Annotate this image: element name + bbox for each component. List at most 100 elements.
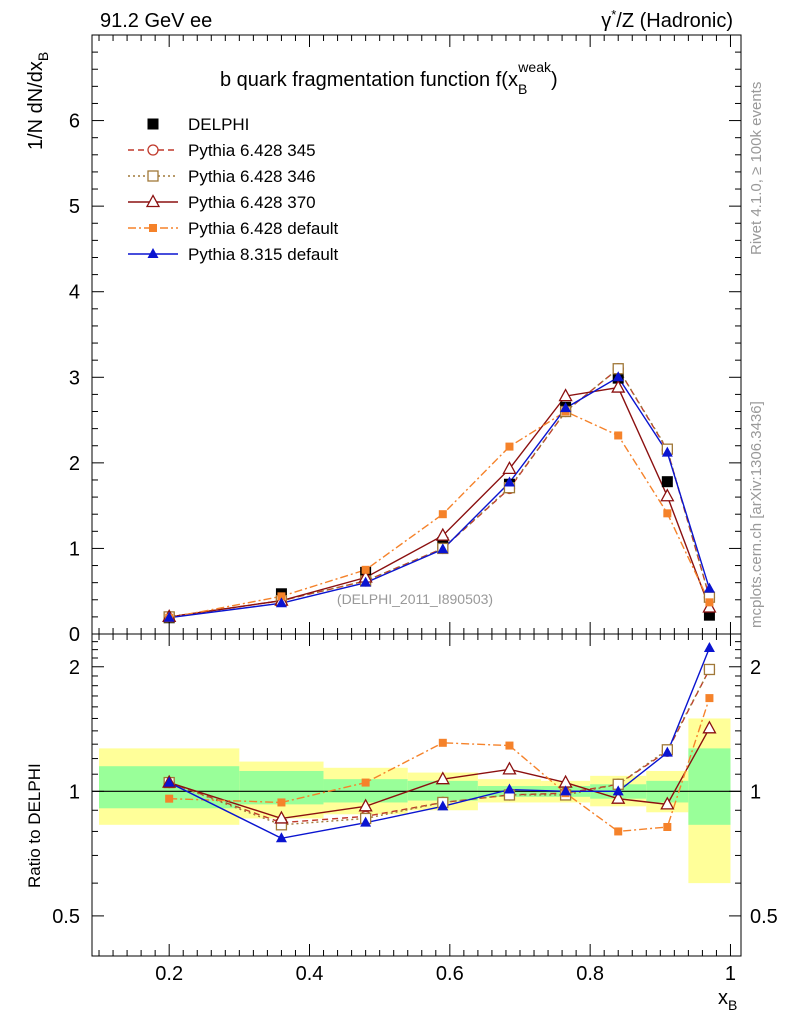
x-tick-label: 0.2 xyxy=(155,963,183,985)
legend-label: Pythia 6.428 346 xyxy=(188,167,316,186)
legend-label: Pythia 6.428 370 xyxy=(188,193,316,212)
series-point xyxy=(703,582,715,593)
header-process: γ*/Z (Hadronic) xyxy=(601,7,733,32)
series-point xyxy=(275,597,287,608)
ratio-panel xyxy=(92,642,741,884)
y-axis-label: 1/N dN/dxB xyxy=(25,52,51,150)
ratio-point xyxy=(360,816,372,827)
series-line xyxy=(169,410,711,619)
series-line xyxy=(169,367,711,618)
ratio-point xyxy=(503,783,515,794)
ratio-point xyxy=(163,776,175,787)
legend-label: Pythia 6.428 default xyxy=(188,219,339,238)
ratio-point xyxy=(614,827,623,836)
series-point xyxy=(163,611,175,622)
ratio-point xyxy=(611,790,626,804)
series-line xyxy=(169,367,711,618)
series-point xyxy=(663,509,672,518)
header-energy: 91.2 GeV ee xyxy=(100,10,212,32)
ratio-point xyxy=(165,794,174,803)
y-tick-label: 3 xyxy=(69,367,80,389)
ratio-point xyxy=(560,785,572,796)
y-tick-label: 0 xyxy=(69,624,80,646)
ratio-point xyxy=(438,738,447,747)
y-axis-label-main: 1/N dN/dx xyxy=(25,61,47,150)
x-tick-label: 0.6 xyxy=(436,963,464,985)
series-point xyxy=(360,576,372,587)
x-tick-label: 0.8 xyxy=(576,963,604,985)
y-tick-label: 6 xyxy=(69,111,80,133)
series-point xyxy=(502,460,517,474)
series-point xyxy=(438,510,447,519)
analysis-watermark: (DELPHI_2011_I890503) xyxy=(337,591,493,607)
ratio-point xyxy=(703,663,716,676)
legend: DELPHI Pythia 6.428 345 Pythia 6.428 346 Py… xyxy=(128,115,339,264)
header-process-rest: /Z (Hadronic) xyxy=(616,10,733,32)
ratio-point xyxy=(437,800,449,811)
legend-marker xyxy=(145,194,161,208)
series-point xyxy=(660,488,675,502)
ratio-y-tick-label-right: 0.5 xyxy=(750,906,778,928)
ratio-point xyxy=(612,785,624,796)
series-point xyxy=(614,431,623,440)
legend-label: Pythia 6.428 345 xyxy=(188,141,316,160)
y-tick-label: 2 xyxy=(69,453,80,475)
y-ticks: 0 1 2 3 4 5 6 xyxy=(69,51,741,646)
x-axis-label-sub: B xyxy=(728,997,737,1013)
rivet-version-label: Rivet 4.1.0, ≥ 100k events xyxy=(748,82,765,255)
data-point xyxy=(661,476,673,488)
mcplots-site-label: mcplots.cern.ch [arXiv:1306.3436] xyxy=(748,401,765,628)
ratio-band-inner xyxy=(688,748,731,825)
ratio-y-tick-label-right: 1 xyxy=(750,781,761,803)
series-point xyxy=(437,543,449,554)
series-point xyxy=(505,442,514,451)
legend-label: Pythia 8.315 default xyxy=(188,245,339,264)
ratio-point xyxy=(274,810,289,824)
y-axis-label-sub: B xyxy=(35,52,51,61)
x-tick-label: 1 xyxy=(725,963,736,985)
data-point xyxy=(703,609,715,621)
series-point xyxy=(612,371,624,382)
series-point xyxy=(702,599,717,613)
legend-marker xyxy=(147,118,159,130)
legend-marker xyxy=(149,224,157,232)
legend-marker xyxy=(147,144,159,156)
ratio-point xyxy=(435,771,450,785)
ratio-frame xyxy=(91,633,742,957)
x-axis-label-main: x xyxy=(718,987,728,1009)
data-point xyxy=(437,536,449,548)
y-tick-label: 4 xyxy=(69,282,80,304)
ratio-point xyxy=(358,798,373,812)
series-point xyxy=(558,388,573,402)
series-point xyxy=(435,527,450,541)
ratio-point xyxy=(502,761,517,775)
ratio-point xyxy=(275,832,287,843)
main-panel xyxy=(162,363,717,624)
ratio-y-tick-label-right: 2 xyxy=(750,657,761,679)
series-line xyxy=(169,386,711,618)
x-ticks: 0.2 0.4 0.6 0.8 1 xyxy=(98,35,736,985)
chart-title-main: b quark fragmentation function f(x xyxy=(220,69,518,91)
ratio-point xyxy=(505,741,514,750)
series-point xyxy=(611,379,626,393)
series-point xyxy=(560,402,572,413)
ratio-point xyxy=(361,778,370,787)
legend-label: DELPHI xyxy=(188,115,249,134)
chart-title-sup: weak xyxy=(517,59,552,75)
ratio-point xyxy=(705,694,714,703)
ratio-point xyxy=(277,798,286,807)
ratio-point xyxy=(663,822,672,831)
series-point xyxy=(503,476,515,487)
y-tick-label: 5 xyxy=(69,196,80,218)
header-process-gamma: γ xyxy=(601,10,611,32)
ratio-point xyxy=(661,746,673,757)
chart-title: b quark fragmentation function f(xBweak) xyxy=(220,59,558,97)
ratio-y-tick-label: 0.5 xyxy=(52,906,80,928)
ratio-point xyxy=(702,720,717,734)
series-point xyxy=(705,598,714,607)
ratio-axis-label: Ratio to DELPHI xyxy=(25,763,44,888)
chart-title-sub: B xyxy=(518,81,527,97)
ratio-y-ticks: 0.5 0.5 1 1 2 2 xyxy=(52,641,778,928)
ratio-point xyxy=(703,642,715,653)
